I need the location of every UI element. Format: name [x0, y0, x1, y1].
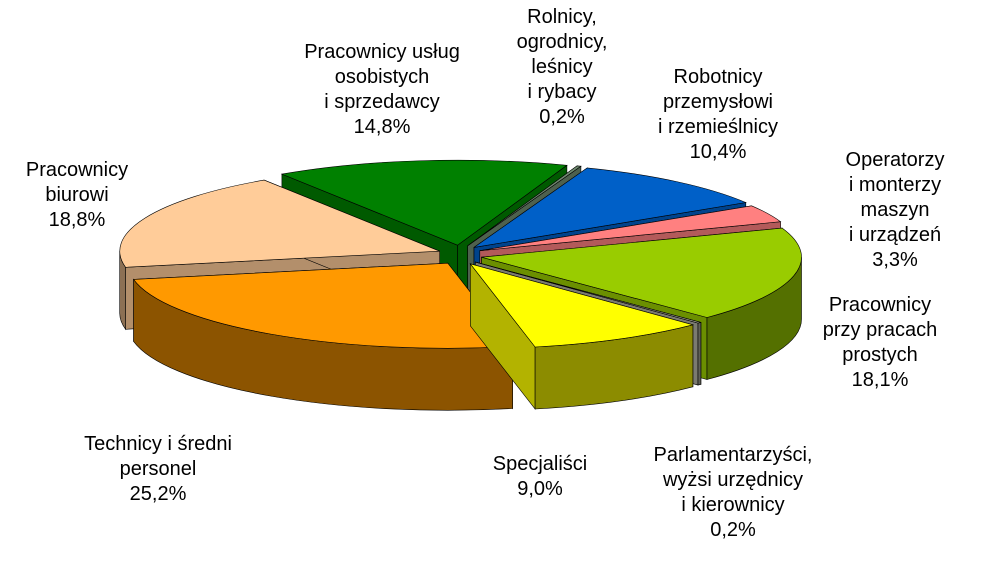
slice — [133, 262, 514, 411]
category-label: Parlamentarzyści, wyżsi urzędnicy i kier… — [653, 444, 813, 516]
value-label: 0,2% — [539, 106, 585, 128]
slice-top — [481, 227, 802, 318]
slice-top — [280, 159, 568, 246]
slice-label: Parlamentarzyści, wyżsi urzędnicy i kier… — [654, 443, 813, 543]
category-label: Pracownicy przy pracach prostych — [822, 294, 938, 366]
value-label: 25,2% — [129, 483, 187, 505]
slice-side — [697, 322, 702, 386]
slice-top — [119, 179, 440, 268]
category-label: Pracownicy biurowi — [25, 159, 129, 206]
value-label: 3,3% — [872, 249, 918, 271]
slice-top — [479, 205, 782, 251]
category-label: Operatorzy i monterzy maszyn i urządzeń — [845, 149, 945, 246]
slice-label: Operatorzy i monterzy maszyn i urządzeń 3… — [842, 148, 949, 273]
category-label: Rolnicy, ogrodnicy, leśnicy i rybacy — [516, 6, 608, 103]
category-label: Pracownicy usług osobistych i sprzedawcy — [304, 41, 460, 113]
value-label: 0,2% — [710, 519, 756, 541]
value-label: 18,8% — [48, 209, 106, 231]
slice-label: Rolnicy, ogrodnicy, leśnicy i rybacy 0,2% — [517, 5, 608, 130]
value-label: 9,0% — [517, 478, 563, 500]
slice-label: Pracownicy usług osobistych i sprzedawcy… — [304, 40, 460, 140]
slice-top — [473, 167, 747, 248]
slice — [469, 262, 695, 410]
category-label: Specjaliści — [492, 453, 588, 475]
category-label: Robotnicy przemysłowi i rzemieślnicy — [657, 66, 779, 138]
category-label: Technicy i średni personel — [84, 433, 232, 480]
slice-label: Technicy i średni personel 25,2% — [84, 432, 232, 507]
slice-top — [475, 261, 701, 324]
slice-top — [469, 263, 695, 348]
slice-label: Pracownicy przy pracach prostych 18,1% — [823, 293, 938, 393]
slice-top — [467, 165, 582, 246]
value-label: 14,8% — [353, 116, 411, 138]
value-label: 10,4% — [689, 141, 747, 163]
value-label: 18,1% — [851, 369, 909, 391]
slice-label: Robotnicy przemysłowi i rzemieślnicy 10,4… — [658, 65, 778, 165]
slice-label: Specjaliści 9,0% — [493, 452, 587, 502]
slice-top — [133, 262, 514, 349]
slice-label: Pracownicy biurowi 18,8% — [26, 158, 128, 233]
